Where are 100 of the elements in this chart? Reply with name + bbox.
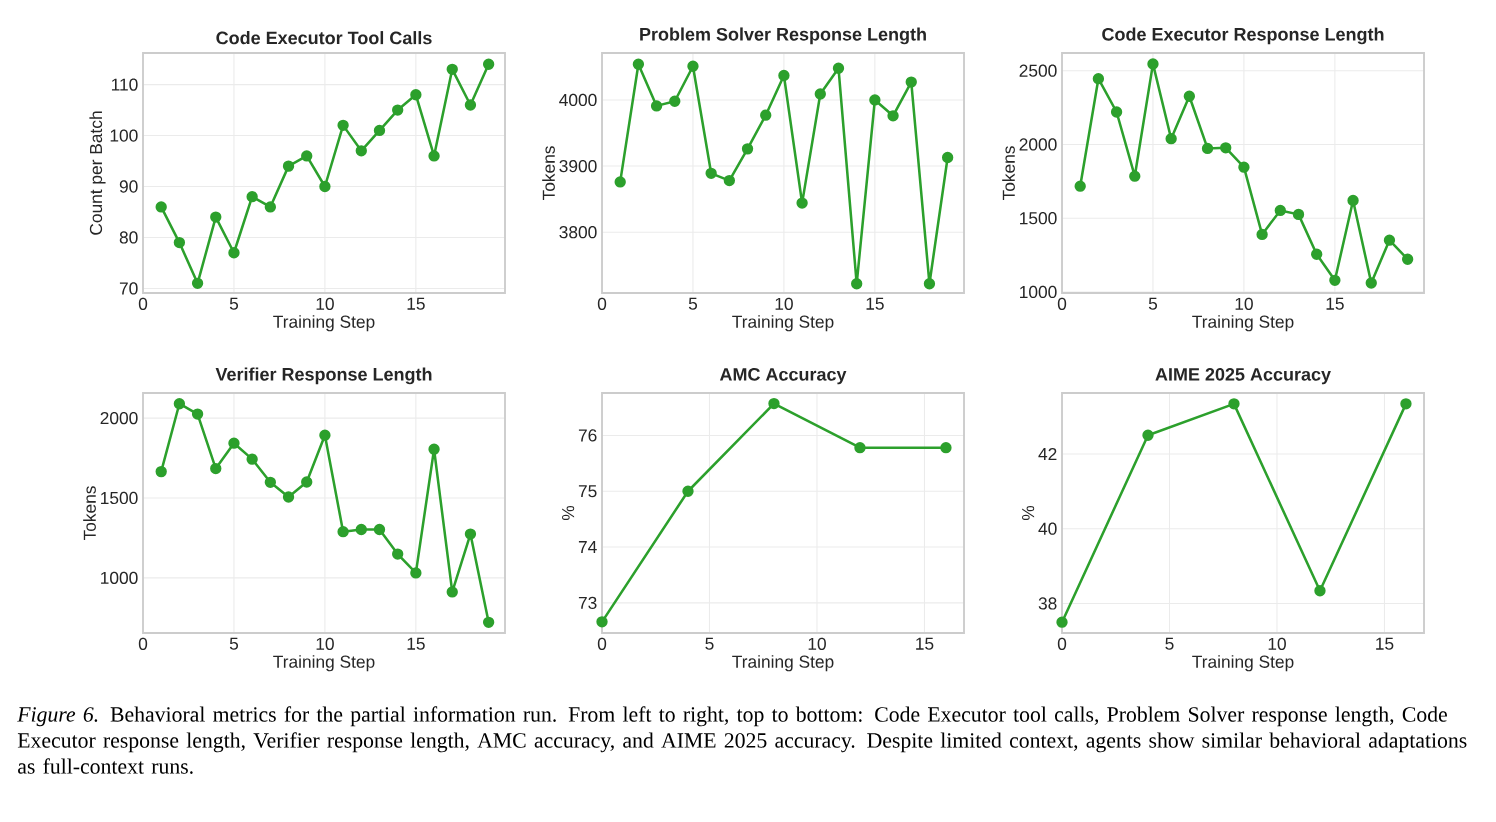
x-axis-title: Training Step: [732, 315, 834, 332]
y-tick-label: 1500: [101, 491, 138, 505]
point: [1238, 161, 1250, 173]
point: [482, 616, 495, 628]
y-tick-label: 75: [578, 485, 597, 498]
point: [319, 429, 331, 441]
x-tick-label: 5: [705, 637, 714, 650]
point: [869, 94, 881, 106]
y-tick-label: 70: [119, 282, 138, 295]
x-tick-label: 10: [808, 637, 826, 650]
point: [1365, 277, 1377, 289]
point: [1311, 248, 1323, 260]
y-tick-label: 2000: [1019, 138, 1057, 151]
x-tick-label: 15: [1326, 297, 1344, 310]
y-axis-title: Count per Batch: [89, 111, 106, 235]
point: [373, 124, 386, 137]
x-axis-title: Training Step: [273, 655, 375, 672]
y-tick-label: 1500: [1020, 212, 1057, 225]
y-tick-label: 3900: [559, 159, 597, 173]
point: [446, 63, 458, 75]
point: [337, 119, 349, 132]
point: [669, 95, 681, 107]
point: [854, 442, 866, 454]
point: [282, 160, 295, 172]
x-tick-label: 10: [775, 297, 793, 310]
point: [1292, 208, 1305, 221]
point: [687, 60, 699, 72]
point: [1129, 170, 1141, 182]
point: [1220, 142, 1232, 154]
point: [210, 211, 222, 223]
point: [155, 201, 167, 213]
point: [428, 443, 440, 455]
point: [1074, 180, 1086, 192]
y-tick-label: 76: [578, 429, 597, 442]
y-tick-label: 90: [119, 180, 138, 193]
point: [301, 150, 313, 162]
point: [632, 58, 645, 70]
x-tick-label: 5: [229, 297, 239, 310]
x-tick-label: 15: [407, 297, 425, 310]
point: [778, 69, 790, 82]
chart-title: AIME 2025 Accuracy: [1155, 367, 1331, 385]
point: [1314, 585, 1326, 597]
x-tick-label: 0: [597, 637, 607, 650]
point: [705, 167, 717, 180]
point: [682, 485, 694, 497]
y-tick-label: 100: [110, 129, 138, 142]
text: Figure 6. Behavioral metrics for the partial information run. From left to right, top to bottom: Code Executor tool calls, Problem Solver response length, Code Executor response length, Verifier response length, AMC accuracy, and AIME 2025 accuracy. Despite limited context, agents show similar behavioral adaptations as full-context runs.: [17, 706, 1467, 774]
y-tick-label: 38: [1038, 597, 1057, 610]
point: [1147, 58, 1159, 70]
point: [319, 180, 331, 193]
x-tick-label: 15: [1376, 637, 1394, 650]
x-tick-label: 0: [1057, 297, 1067, 310]
point: [1092, 73, 1105, 85]
point: [155, 465, 167, 478]
y-tick-label: 73: [578, 596, 597, 609]
point: [1142, 429, 1154, 441]
point: [264, 201, 277, 213]
point: [210, 462, 222, 475]
y-tick-label: 80: [119, 231, 138, 244]
chart-title: Code Executor Tool Calls: [216, 31, 432, 45]
point: [851, 278, 863, 290]
point: [923, 278, 936, 290]
point: [1183, 90, 1196, 102]
x-axis-title: Training Step: [273, 315, 375, 332]
x-tick-label: 10: [316, 637, 334, 650]
y-axis-title: Tokens: [1002, 146, 1015, 201]
point: [355, 145, 367, 157]
x-tick-label: 5: [688, 297, 698, 310]
x-tick-label: 10: [316, 297, 334, 310]
point: [482, 58, 495, 70]
x-tick-label: 5: [1165, 637, 1174, 650]
x-axis-title: Training Step: [1192, 315, 1294, 332]
x-axis-title: Training Step: [732, 655, 834, 672]
y-tick-label: 4000: [559, 93, 597, 107]
point: [446, 586, 458, 598]
point: [373, 523, 386, 536]
point: [428, 150, 440, 162]
point: [246, 191, 258, 203]
point: [410, 89, 422, 101]
point: [191, 277, 204, 289]
point: [264, 476, 277, 488]
point: [941, 151, 954, 164]
point: [1256, 228, 1268, 241]
point: [355, 523, 367, 536]
point: [228, 247, 240, 259]
point: [1165, 133, 1177, 145]
point: [940, 442, 952, 454]
y-tick-label: 74: [578, 541, 597, 554]
point: [1201, 142, 1214, 155]
point: [337, 526, 349, 538]
point: [282, 491, 295, 503]
point: [1400, 398, 1412, 410]
x-tick-label: 0: [138, 637, 148, 650]
point: [796, 197, 808, 209]
point: [596, 616, 608, 628]
point: [905, 76, 917, 88]
point: [741, 143, 754, 155]
point: [723, 174, 736, 187]
chart-title: Code Executor Response Length: [1102, 27, 1384, 45]
point: [1228, 398, 1240, 410]
